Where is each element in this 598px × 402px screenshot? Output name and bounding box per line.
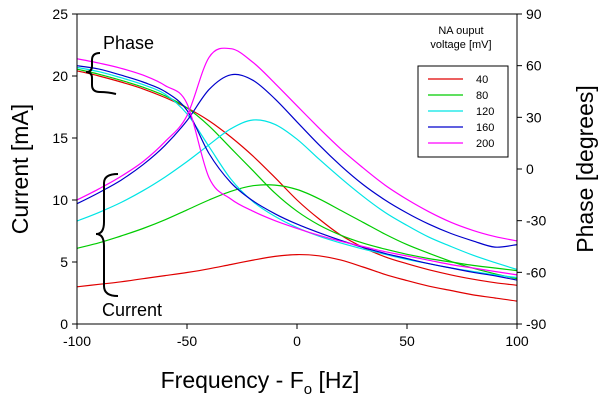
current-annotation: Current xyxy=(102,300,162,320)
y-left-tick-label: 10 xyxy=(52,192,68,208)
axes-layer: -100 -50 0 50 100 0 5 10 15 20 25 -90 -60 -30 0 30 60 90 xyxy=(52,6,546,349)
y-left-tick-label: 5 xyxy=(60,254,68,270)
legend-label-40: 40 xyxy=(476,74,488,86)
y-right-tick-label: -30 xyxy=(526,213,546,229)
current-bracket xyxy=(95,173,119,297)
axis-titles: Frequency - Fo [Hz] Current [mA] Phase [… xyxy=(7,85,598,398)
legend: NA ouput voltage [mV] 40 80 120 160 200 xyxy=(417,25,509,158)
current-line-160 xyxy=(76,73,518,248)
phase-bracket xyxy=(85,52,117,95)
phase-line-80 xyxy=(76,68,518,272)
current-line-80 xyxy=(76,184,518,280)
x-tick-label: 50 xyxy=(399,333,415,349)
y-right-tick-label: 30 xyxy=(526,109,542,125)
phase-line-200 xyxy=(76,58,518,276)
phase-line-160 xyxy=(76,65,518,281)
legend-label-160: 160 xyxy=(476,122,494,134)
x-tick-label: 100 xyxy=(505,333,529,349)
y-left-tick-label: 25 xyxy=(52,6,68,22)
legend-title-line1: NA ouput xyxy=(438,25,483,37)
x-tick-label: -50 xyxy=(177,333,197,349)
x-axis-title: Frequency - Fo [Hz] xyxy=(161,367,360,398)
legend-title-line2: voltage [mV] xyxy=(430,39,491,51)
y-left-axis-title: Current [mA] xyxy=(7,104,33,234)
y-left-tick-label: 15 xyxy=(52,130,68,146)
y-right-tick-label: 0 xyxy=(526,161,534,177)
legend-label-200: 200 xyxy=(476,138,494,150)
series-layer xyxy=(76,47,518,302)
annotation-layer: Phase Current xyxy=(85,33,162,320)
y-right-tick-label: -60 xyxy=(526,264,546,280)
y-right-tick-label: -90 xyxy=(526,316,546,332)
x-tick-label: 0 xyxy=(293,333,301,349)
phase-annotation: Phase xyxy=(103,33,154,53)
y-right-axis-title: Phase [degrees] xyxy=(572,85,598,253)
y-right-tick-label: 60 xyxy=(526,58,542,74)
y-left-tick-label: 20 xyxy=(52,68,68,84)
legend-label-80: 80 xyxy=(476,90,488,102)
y-left-tick-label: 0 xyxy=(60,316,68,332)
current-line-200 xyxy=(76,47,518,242)
legend-label-120: 120 xyxy=(476,106,494,118)
plot-frame xyxy=(76,13,518,325)
x-tick-label: -100 xyxy=(63,333,91,349)
current-line-40 xyxy=(76,253,518,302)
phase-line-40 xyxy=(76,70,518,286)
y-right-tick-label: 90 xyxy=(526,6,542,22)
current-line-120 xyxy=(76,119,518,270)
